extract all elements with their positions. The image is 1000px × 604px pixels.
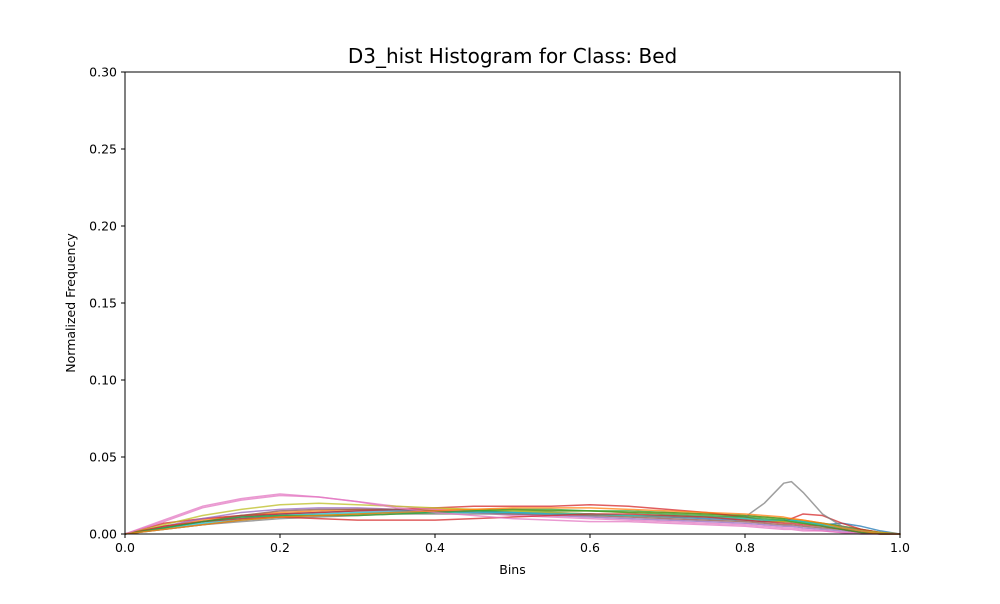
y-tick-label: 0.05 — [89, 450, 117, 465]
x-tick-label: 0.6 — [580, 540, 600, 555]
y-tick-label: 0.10 — [89, 373, 117, 388]
chart-title: D3_hist Histogram for Class: Bed — [348, 44, 677, 68]
x-tick-label: 0.0 — [115, 540, 135, 555]
x-tick-label: 1.0 — [890, 540, 910, 555]
plot-area — [125, 72, 900, 534]
axes-background — [125, 72, 900, 534]
x-tick-label: 0.4 — [425, 540, 445, 555]
x-axis-label: Bins — [499, 562, 525, 577]
x-tick-label: 0.8 — [735, 540, 755, 555]
y-tick-label: 0.25 — [89, 142, 117, 157]
y-tick-label: 0.00 — [89, 527, 117, 542]
y-tick-label: 0.20 — [89, 219, 117, 234]
y-axis-label: Normalized Frequency — [63, 233, 78, 373]
y-tick-label: 0.15 — [89, 296, 117, 311]
x-tick-label: 0.2 — [270, 540, 290, 555]
y-tick-label: 0.30 — [89, 65, 117, 80]
